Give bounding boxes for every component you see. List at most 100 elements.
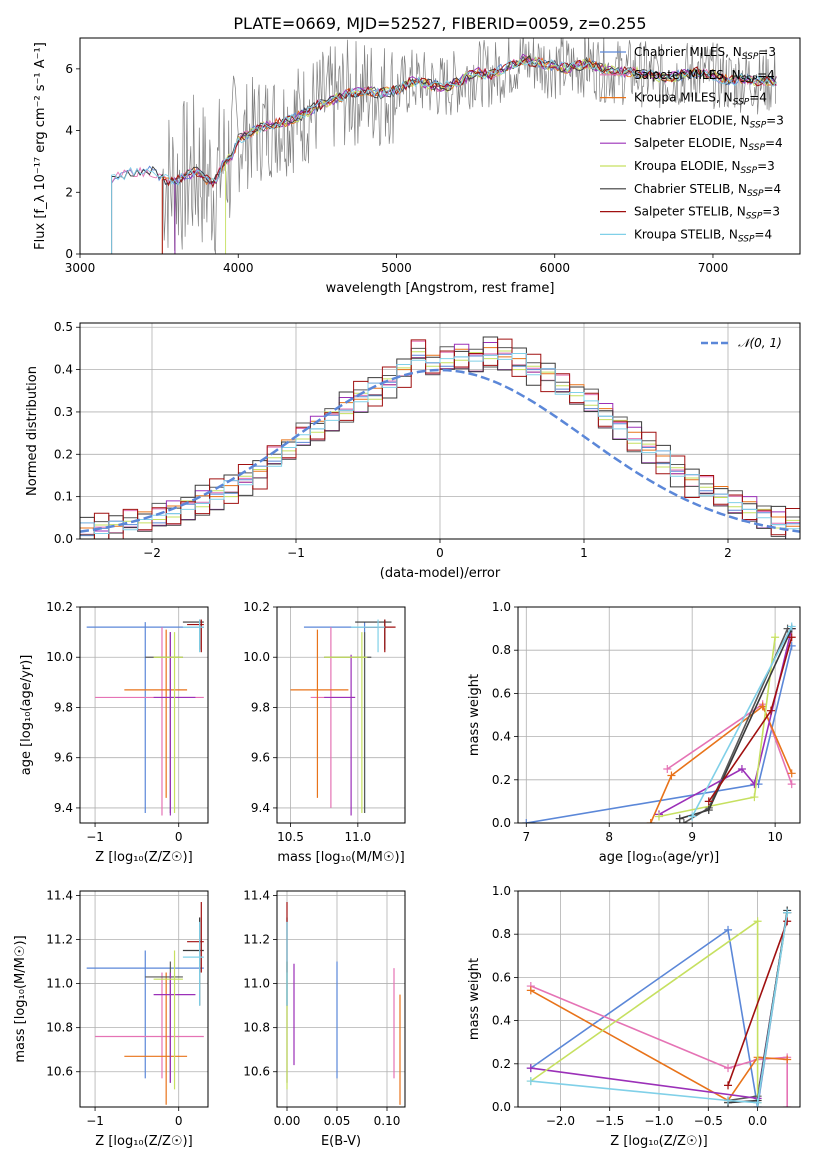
y-axis-label: mass weight [467, 958, 482, 1040]
x-tick-label: 5000 [381, 261, 412, 275]
weight-marker-chabrier-miles [522, 819, 531, 823]
weight-marker-salpeter-stelib [704, 797, 713, 806]
y-axis-label: mass [log₁₀(M/M☉)] [13, 935, 28, 1062]
y-tick-label: 2 [65, 185, 73, 199]
x-tick-label: −1.5 [595, 1114, 624, 1128]
plot-area [80, 336, 800, 539]
y-tick-label: 0.4 [54, 363, 73, 377]
y-tick-label: 10.6 [243, 1065, 270, 1079]
y-tick-label: 10.0 [243, 650, 270, 664]
hist-step-kroupa-stelib [80, 353, 800, 534]
legend-label-tail: =3 [766, 113, 784, 127]
axes-frame [517, 890, 801, 1108]
y-tick-label: 0.5 [54, 320, 73, 334]
panel-weight_vs_age: 7 8 9 10 0.0 0.2 0.4 0.6 0.8 1.0 age [log₁₀(age/yr… [467, 600, 801, 865]
y-tick-label: 9.6 [251, 751, 270, 765]
weight-line-kroupa-stelib [530, 912, 788, 1104]
weight-line-salpeter-stelib [727, 920, 788, 1086]
weight-marker-kroupa-elodie [655, 812, 663, 821]
model-line-kroupa-elodie [225, 54, 777, 254]
x-tick-label: 10.5 [277, 830, 304, 844]
y-tick-label: 11.4 [46, 888, 73, 902]
panel-spectrum: 3000 4000 5000 6000 7000 0 2 4 6 wavelength [Angs… [33, 37, 801, 296]
y-tick-label: 0.8 [492, 927, 511, 941]
axes-frame [79, 606, 209, 824]
weight-line-kroupa-miles [649, 705, 793, 823]
weight-marker-kroupa-stelib [783, 908, 792, 917]
x-tick-label: 7 [522, 830, 530, 844]
y-tick-label: 11.0 [243, 977, 270, 991]
y-tick-label: 0.0 [54, 532, 73, 546]
plot-area [522, 622, 796, 823]
x-tick-label: 8 [605, 830, 613, 844]
x-tick-label: −1 [86, 830, 104, 844]
weight-marker-chabrier-elodie [679, 819, 688, 823]
x-axis-label: Z [log₁₀(Z/Z☉)] [95, 850, 192, 865]
y-tick-label: 0.0 [492, 1100, 511, 1114]
model-line-kroupa-stelib [111, 58, 777, 254]
legend-label-base: Chabrier STELIB, N [634, 182, 747, 196]
legend-label: Salpeter STELIB, NSSP=3 [634, 205, 780, 222]
legend-label: Kroupa STELIB, NSSP=4 [634, 227, 772, 244]
weight-marker-salpeter-miles [787, 780, 796, 789]
y-tick-label: 1.0 [492, 884, 511, 898]
legend-label-sub: SSP [741, 166, 758, 176]
y-tick-label: 11.0 [46, 977, 73, 991]
x-axis-label: E(B-V) [321, 1134, 361, 1149]
panel-weight_vs_Z: −2.0 −1.5 −1.0 −0.5 0.0 0.0 0.2 0.4 0.6 0.8 1.0 Z [… [467, 884, 801, 1149]
y-tick-label: 0.6 [492, 970, 511, 984]
y-tick-label: 0.2 [492, 1057, 511, 1071]
axes-frame [276, 606, 406, 824]
legend-label-sub: SSP [748, 143, 765, 153]
plot-area [290, 619, 396, 816]
weight-marker-kroupa-miles [646, 819, 655, 823]
weight-marker-kroupa-stelib [724, 1096, 733, 1105]
y-tick-label: 6 [65, 62, 73, 76]
weight-marker-kroupa-miles [787, 769, 796, 778]
y-tick-label: 9.8 [54, 700, 73, 714]
y-axis-label: Normed distribution [25, 366, 40, 496]
legend-label-base: Salpeter STELIB, N [634, 205, 746, 219]
x-tick-label: 11.0 [344, 830, 371, 844]
x-tick-label: 7000 [698, 261, 729, 275]
x-tick-label: 4000 [223, 261, 254, 275]
x-tick-label: 0 [175, 830, 183, 844]
weight-marker-chabrier-stelib [704, 806, 713, 815]
y-axis-label: age [log₁₀(age/yr)] [19, 655, 34, 776]
x-axis-label: (data-model)/error [380, 566, 501, 581]
legend-label-base: Salpeter ELODIE, N [634, 136, 748, 150]
y-tick-label: 0.3 [54, 405, 73, 419]
y-tick-label: 10.0 [46, 650, 73, 664]
weight-marker-kroupa-elodie [771, 633, 780, 642]
y-tick-label: 9.4 [251, 801, 270, 815]
x-tick-label: 0.0 [748, 1114, 767, 1128]
legend-label: Chabrier STELIB, NSSP=4 [634, 182, 781, 199]
legend-label-base: Chabrier MILES, N [634, 45, 742, 59]
y-tick-label: 0.4 [492, 730, 511, 744]
weight-marker-chabrier-miles [724, 925, 733, 934]
x-tick-label: −1.0 [644, 1114, 673, 1128]
x-tick-label: −0.5 [694, 1114, 723, 1128]
legend-label: Kroupa ELODIE, NSSP=3 [634, 159, 775, 176]
legend-label-sub: SSP [750, 120, 767, 130]
weight-marker-salpeter-elodie [750, 780, 759, 789]
legend-label-base: Chabrier ELODIE, N [634, 113, 750, 127]
y-tick-label: 10.6 [46, 1065, 73, 1079]
weight-marker-salpeter-miles [663, 765, 672, 773]
legend-label-sub: SSP [742, 52, 759, 62]
weight-marker-kroupa-elodie [753, 917, 762, 926]
y-axis-label: mass weight [467, 674, 482, 756]
legend-label-base: Kroupa MILES, N [634, 91, 733, 105]
y-tick-label: 0.0 [492, 816, 511, 830]
legend-label-base: Salpeter MILES, N [634, 68, 741, 82]
weight-marker-chabrier-stelib [675, 814, 684, 823]
y-tick-label: 0.2 [492, 773, 511, 787]
plot-area [86, 619, 204, 816]
y-tick-label: 0.8 [492, 643, 511, 657]
plot-area [86, 902, 204, 1105]
weight-marker-kroupa-miles [783, 1055, 792, 1064]
legend-label-sub: SSP [747, 189, 764, 199]
x-tick-label: 6000 [539, 261, 570, 275]
